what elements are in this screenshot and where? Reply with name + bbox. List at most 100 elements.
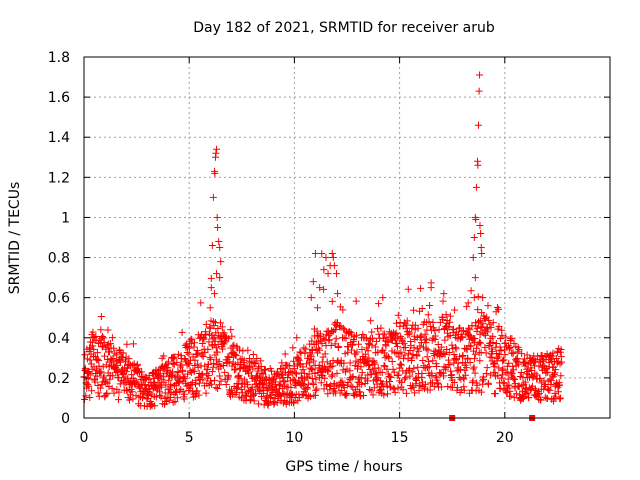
data-point <box>464 299 472 307</box>
data-point <box>496 384 504 392</box>
data-point <box>291 380 299 388</box>
data-point <box>476 221 484 229</box>
y-tick-label: 1.8 <box>48 50 70 66</box>
data-point <box>86 371 94 379</box>
data-point <box>382 334 390 342</box>
data-point <box>320 285 328 293</box>
data-point <box>86 394 94 402</box>
data-point <box>100 372 108 380</box>
data-point <box>405 366 413 374</box>
data-point <box>300 369 308 377</box>
data-point <box>114 367 122 375</box>
data-point <box>392 329 400 337</box>
data-point <box>157 393 165 401</box>
data-point <box>394 311 402 319</box>
data-point <box>357 374 365 382</box>
data-point <box>388 358 396 366</box>
data-point <box>558 358 566 366</box>
data-point <box>271 394 279 402</box>
data-point <box>214 223 222 231</box>
data-point <box>217 377 225 385</box>
data-point <box>509 362 517 370</box>
data-point <box>366 386 374 394</box>
data-point <box>198 339 206 347</box>
data-point <box>414 324 422 332</box>
data-point <box>302 360 310 368</box>
data-point <box>339 306 347 314</box>
data-point <box>123 340 131 348</box>
data-point <box>127 391 135 399</box>
data-point <box>307 352 315 360</box>
data-point <box>453 384 461 392</box>
data-point <box>113 362 121 370</box>
y-tick-label: 1.2 <box>48 170 70 186</box>
y-tick-label: 1.6 <box>48 90 70 106</box>
data-point <box>452 343 460 351</box>
data-point <box>548 352 556 360</box>
data-point <box>273 369 281 377</box>
data-point <box>222 380 230 388</box>
data-point <box>394 384 402 392</box>
data-point <box>385 354 393 362</box>
data-point <box>364 347 372 355</box>
data-point <box>122 378 130 386</box>
data-point <box>173 372 181 380</box>
data-point <box>348 374 356 382</box>
data-point <box>344 378 352 386</box>
data-point <box>217 258 225 266</box>
data-point <box>125 355 133 363</box>
data-point <box>500 385 508 393</box>
data-point <box>484 380 492 388</box>
data-point <box>164 364 172 372</box>
data-point <box>156 391 164 399</box>
data-point <box>408 324 416 332</box>
data-point <box>437 383 445 391</box>
data-point <box>544 368 552 376</box>
data-point <box>349 341 357 349</box>
data-point <box>352 331 360 339</box>
data-point <box>109 372 117 380</box>
data-point <box>247 387 255 395</box>
data-point <box>463 346 471 354</box>
data-point <box>448 371 456 379</box>
data-point <box>477 229 485 237</box>
data-point <box>81 351 89 359</box>
data-point <box>440 350 448 358</box>
data-point <box>365 354 373 362</box>
data-point <box>328 297 336 305</box>
data-point <box>108 356 116 364</box>
data-point <box>328 250 336 258</box>
data-point <box>458 333 466 341</box>
data-point <box>185 344 193 352</box>
data-point <box>94 355 102 363</box>
data-point <box>476 338 484 346</box>
data-point <box>431 332 439 340</box>
data-point <box>257 363 265 371</box>
data-point <box>329 254 337 262</box>
y-tick-label: 1.4 <box>48 130 70 146</box>
data-point <box>206 354 214 362</box>
data-point <box>97 384 105 392</box>
y-tick-label: 0.4 <box>48 331 70 347</box>
data-point <box>408 354 416 362</box>
data-point <box>547 356 555 364</box>
data-point <box>288 391 296 399</box>
data-point <box>346 359 354 367</box>
data-point <box>259 370 267 378</box>
data-point <box>414 363 422 371</box>
data-point <box>156 372 164 380</box>
data-point <box>89 342 97 350</box>
data-point <box>363 356 371 364</box>
data-point <box>208 368 216 376</box>
data-point <box>391 385 399 393</box>
data-point <box>521 378 529 386</box>
data-point <box>147 401 155 409</box>
data-point <box>103 341 111 349</box>
data-point <box>395 371 403 379</box>
x-tick-label: 20 <box>496 430 514 446</box>
data-point <box>497 374 505 382</box>
data-point <box>207 274 215 282</box>
data-point <box>485 316 493 324</box>
data-point <box>354 375 362 383</box>
data-point <box>195 391 203 399</box>
